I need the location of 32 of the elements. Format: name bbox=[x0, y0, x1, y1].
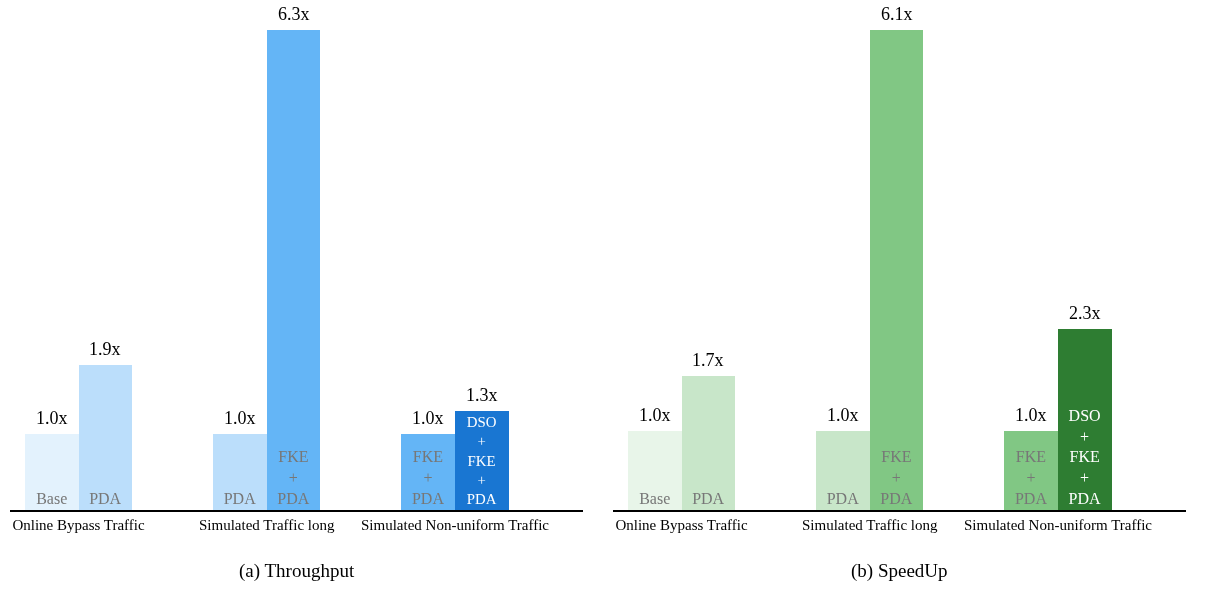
data-label: 1.9x bbox=[89, 339, 121, 359]
data-label: 1.7x bbox=[692, 350, 724, 370]
data-label: 1.3x bbox=[466, 385, 498, 405]
text: (b) SpeedUp bbox=[851, 560, 948, 582]
x-tick-label: Simulated Traffic long bbox=[801, 516, 939, 533]
data-label: 1.0x bbox=[224, 408, 256, 428]
text: FKE + PDA bbox=[1014, 448, 1047, 507]
data-label: 1.0x bbox=[1015, 405, 1047, 425]
x-tick-label: Simulated Non-uniform Traffic bbox=[360, 516, 550, 533]
text: FKE + PDA bbox=[411, 448, 444, 507]
data-label: 1.0x bbox=[412, 408, 444, 428]
x-tick-label: Simulated Traffic long bbox=[198, 516, 336, 533]
series-label: FKE + PDA bbox=[880, 448, 913, 507]
data-label: 1.0x bbox=[36, 408, 68, 428]
series-label: PDA bbox=[692, 490, 725, 507]
x-tick-label: Online Bypass Traffic bbox=[615, 516, 748, 533]
series-label: PDA bbox=[89, 490, 122, 507]
text: (a) Throughput bbox=[239, 560, 355, 582]
x-tick-label: Online Bypass Traffic bbox=[12, 516, 145, 533]
series-label: Base bbox=[639, 490, 671, 507]
data-label: 1.0x bbox=[639, 405, 671, 425]
data-label: 6.3x bbox=[278, 4, 310, 24]
series-label: Base bbox=[36, 490, 68, 507]
series-label: DSO + FKE + PDA bbox=[1068, 406, 1102, 507]
data-label: 1.0x bbox=[827, 405, 859, 425]
data-label: 2.3x bbox=[1069, 303, 1101, 323]
x-tick-label: Simulated Non-uniform Traffic bbox=[963, 516, 1153, 533]
data-label: 6.1x bbox=[881, 4, 913, 24]
series-label: DSO + FKE + PDA bbox=[466, 413, 497, 508]
text: PDA bbox=[223, 490, 256, 507]
series-label: FKE + PDA bbox=[277, 448, 310, 507]
text: PDA bbox=[826, 490, 859, 507]
